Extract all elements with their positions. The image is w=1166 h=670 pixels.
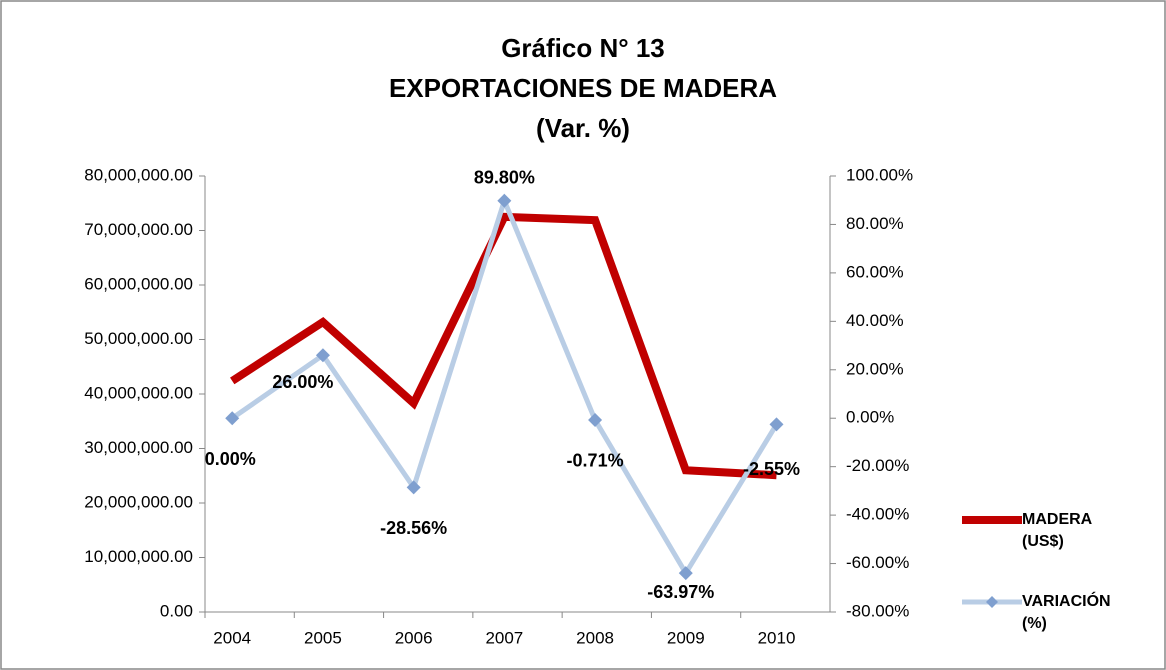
- data-label: -28.56%: [380, 518, 447, 538]
- y-tick-label: 60,000,000.00: [84, 274, 193, 293]
- y-tick-label: 30,000,000.00: [84, 438, 193, 457]
- chart-title: EXPORTACIONES DE MADERA: [389, 73, 777, 103]
- data-point: [588, 412, 603, 427]
- y-tick-label: 70,000,000.00: [84, 220, 193, 239]
- data-point: [406, 480, 421, 495]
- y2-tick-label: -60.00%: [846, 553, 909, 572]
- y-tick-label: 80,000,000.00: [84, 165, 193, 184]
- y2-tick-label: -80.00%: [846, 601, 909, 620]
- x-tick-label: 2005: [304, 628, 342, 647]
- data-label: 0.00%: [205, 449, 256, 469]
- x-tick-label: 2006: [395, 628, 433, 647]
- data-point: [769, 417, 784, 432]
- legend-marker: [986, 596, 998, 608]
- y-tick-label: 50,000,000.00: [84, 329, 193, 348]
- y-tick-label: 40,000,000.00: [84, 383, 193, 402]
- y-tick-label: 20,000,000.00: [84, 492, 193, 511]
- data-label: 26.00%: [272, 372, 333, 392]
- chart-title: (Var. %): [536, 113, 630, 143]
- y2-tick-label: 80.00%: [846, 214, 904, 233]
- y2-tick-label: 20.00%: [846, 359, 904, 378]
- y2-tick-label: 0.00%: [846, 408, 894, 427]
- data-point: [678, 566, 693, 581]
- y2-tick-label: -20.00%: [846, 456, 909, 475]
- data-label: -63.97%: [647, 582, 714, 602]
- y2-tick-label: 60.00%: [846, 262, 904, 281]
- y2-tick-label: 40.00%: [846, 311, 904, 330]
- data-label: -2.55%: [743, 459, 800, 479]
- x-tick-label: 2004: [213, 628, 251, 647]
- y2-tick-label: -40.00%: [846, 505, 909, 524]
- x-tick-label: 2007: [485, 628, 523, 647]
- data-point: [315, 348, 330, 363]
- data-point: [225, 411, 240, 426]
- x-tick-label: 2010: [758, 628, 796, 647]
- data-label: -0.71%: [567, 451, 624, 471]
- series-line: [230, 212, 777, 480]
- y2-tick-label: 100.00%: [846, 165, 913, 184]
- legend-label: MADERA (US$): [1022, 511, 1092, 550]
- x-tick-label: 2009: [667, 628, 705, 647]
- data-point: [497, 193, 512, 208]
- x-tick-label: 2008: [576, 628, 614, 647]
- data-label: 89.80%: [474, 167, 535, 187]
- legend-label: VARIACIÓN (%): [1022, 593, 1111, 632]
- chart-title: Gráfico N° 13: [501, 33, 665, 63]
- y-tick-label: 0.00: [160, 601, 193, 620]
- y-tick-label: 10,000,000.00: [84, 547, 193, 566]
